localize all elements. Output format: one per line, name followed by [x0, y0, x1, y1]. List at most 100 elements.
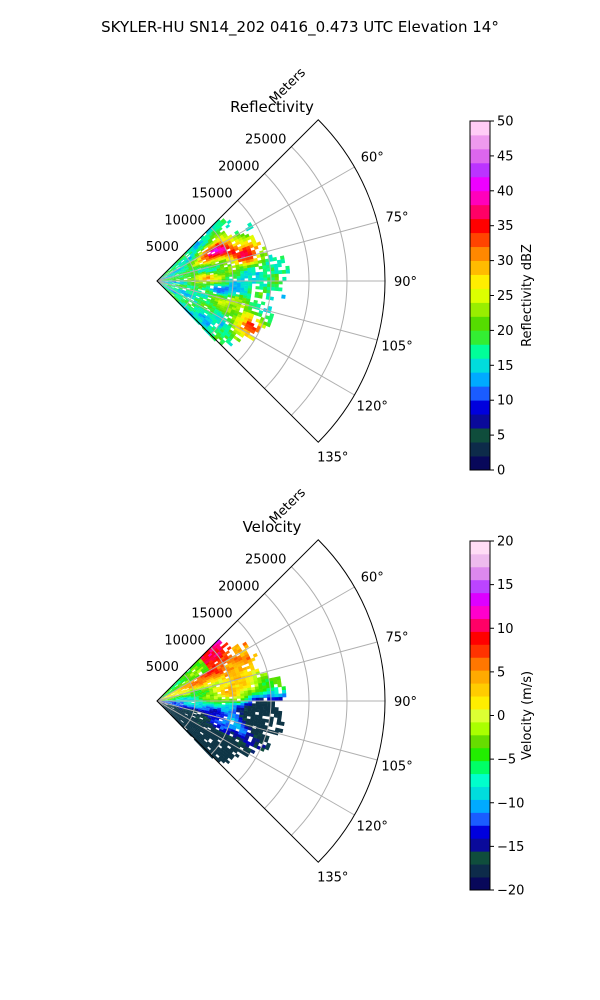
- range-tick-label: 5000: [146, 240, 179, 255]
- radar-gate: [190, 704, 195, 707]
- radar-gate: [202, 325, 208, 330]
- radar-gate: [240, 744, 246, 749]
- radar-gate: [212, 723, 218, 728]
- radar-gate: [165, 287, 170, 291]
- radar-gate: [198, 703, 203, 705]
- radar-gate: [230, 248, 236, 253]
- radar-gate: [183, 722, 188, 726]
- radar-gate: [187, 669, 192, 674]
- radar-gate: [269, 313, 275, 318]
- radar-gate: [214, 643, 220, 648]
- radar-gate: [197, 308, 202, 312]
- radar-gate: [186, 723, 191, 728]
- radar-gate: [205, 668, 210, 673]
- radar-gate: [200, 256, 206, 260]
- radar-gate: [227, 685, 233, 689]
- radar-gate: [203, 725, 208, 729]
- radar-gate: [218, 330, 223, 335]
- radar-gate: [169, 689, 174, 693]
- radar-gate: [206, 282, 211, 284]
- radar-gate: [244, 693, 249, 697]
- radar-gate: [200, 742, 205, 747]
- radar-gate: [177, 261, 182, 266]
- radar-gate: [172, 688, 177, 691]
- radar-gate: [199, 235, 205, 240]
- radar-gate: [220, 687, 225, 691]
- radar-gate: [187, 294, 192, 298]
- radar-gate: [228, 268, 233, 271]
- radar-gate: [172, 281, 177, 283]
- radar-gate: [193, 727, 198, 731]
- radar-gate: [255, 277, 260, 281]
- radar-gate: [175, 713, 180, 717]
- radar-gate: [217, 271, 222, 275]
- radar-gate: [262, 712, 267, 717]
- radar-gate: [175, 281, 180, 283]
- radar-gate: [201, 309, 206, 313]
- radar-gate: [206, 680, 212, 684]
- colorbar-tick-label: −10: [497, 796, 524, 811]
- colorbar-segment: [470, 190, 490, 206]
- radar-gate: [260, 256, 266, 261]
- radar-gate: [192, 256, 197, 260]
- radar-gate: [210, 260, 216, 264]
- radar-gate: [174, 715, 178, 719]
- radar-gate: [254, 294, 259, 299]
- radar-gate: [222, 324, 227, 330]
- radar-gate: [199, 715, 204, 719]
- radar-gate: [177, 269, 182, 272]
- radar-gate: [192, 250, 197, 254]
- radar-gate: [197, 269, 202, 272]
- radar-gate: [216, 219, 221, 224]
- radar-gate: [204, 256, 210, 260]
- colorbar-segment: [470, 176, 490, 192]
- polar-grid: [156, 566, 385, 836]
- radar-gate: [191, 303, 196, 307]
- radar-gate: [259, 274, 264, 279]
- radar-gate: [207, 263, 212, 267]
- radar-gate: [217, 730, 223, 735]
- radar-gate: [168, 268, 173, 272]
- radar-gate: [171, 703, 176, 706]
- radar-gate: [246, 320, 252, 326]
- radar-gate: [206, 751, 212, 757]
- radar-gate: [194, 278, 200, 280]
- radar-gate: [190, 297, 195, 301]
- radar-gate: [205, 273, 211, 276]
- radar-gate: [163, 705, 167, 708]
- radar-gate: [226, 737, 232, 742]
- radar-gate: [174, 287, 179, 290]
- radar-gate: [175, 276, 180, 278]
- radar-gate: [200, 303, 205, 307]
- radar-gate: [205, 747, 210, 752]
- radar-gate: [179, 694, 184, 697]
- radar-gate: [214, 259, 219, 263]
- radar-gate: [188, 713, 193, 716]
- radar-gate: [168, 710, 173, 713]
- radar-gate: [256, 723, 262, 728]
- azimuth-tick-label: 135°: [317, 451, 348, 466]
- radar-gate: [219, 306, 225, 311]
- radar-gate: [204, 317, 210, 322]
- radar-gate: [259, 706, 264, 710]
- radar-gate: [210, 235, 215, 240]
- radar-gate: [175, 277, 180, 279]
- radar-gate: [199, 246, 204, 251]
- radar-gate: [198, 283, 203, 285]
- radar-gate: [234, 658, 240, 664]
- radar-gate: [223, 234, 229, 239]
- radar-gate: [211, 320, 217, 325]
- radar-gate: [170, 286, 175, 289]
- radar-gate: [225, 694, 230, 698]
- radar-gate: [237, 648, 243, 653]
- radar-gate: [195, 725, 200, 729]
- radar-gate: [269, 264, 275, 269]
- radar-gate: [210, 283, 215, 286]
- radar-gate: [179, 275, 184, 278]
- radar-gate: [187, 698, 192, 701]
- radar-gate: [216, 758, 222, 763]
- radar-gate: [232, 734, 238, 739]
- radar-gate: [175, 278, 180, 280]
- radar-gate: [205, 693, 211, 696]
- radar-gate: [202, 727, 207, 732]
